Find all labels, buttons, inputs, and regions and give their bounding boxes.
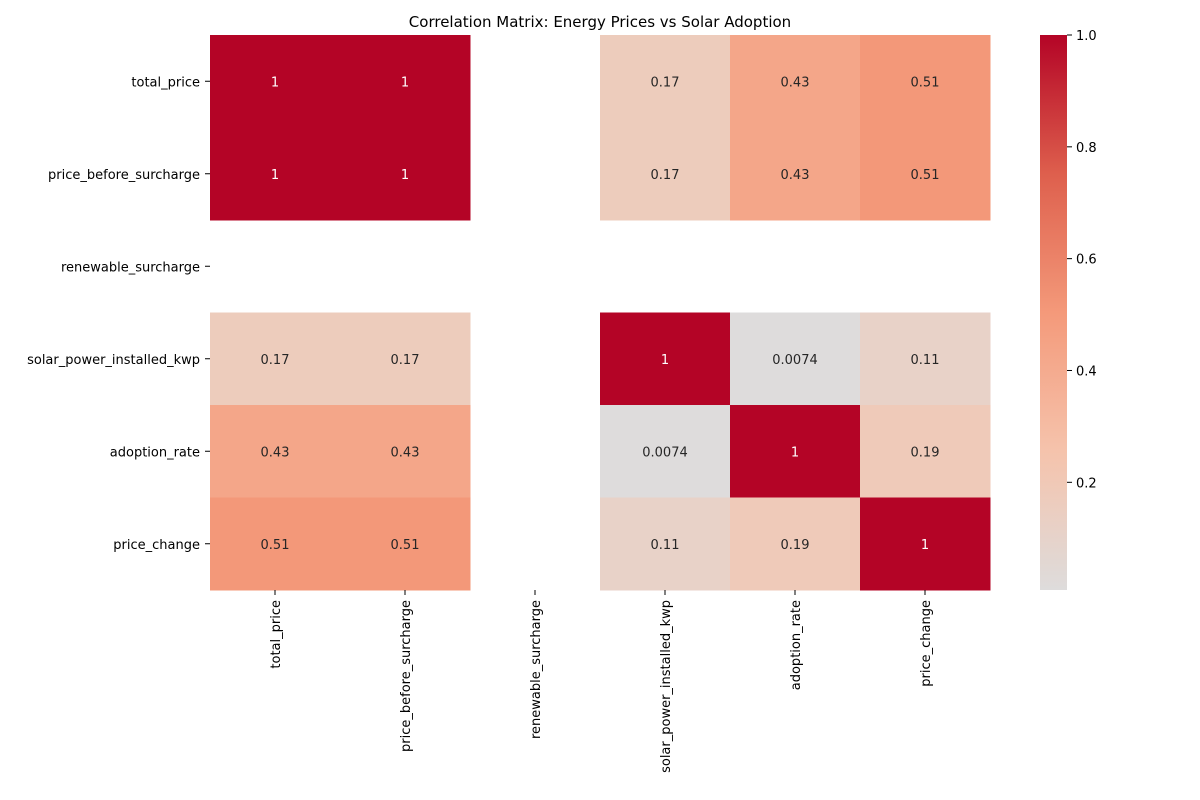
cell-value-label: 1	[921, 538, 929, 553]
y-tick-label: solar_power_installed_kwp	[27, 353, 200, 368]
cell-value-label: 0.17	[261, 353, 290, 368]
heatmap-cell	[340, 127, 471, 221]
heatmap-cell	[730, 127, 861, 221]
y-tick-label: renewable_surcharge	[61, 260, 200, 275]
heatmap-cell	[340, 312, 471, 406]
heatmap-cell	[730, 35, 861, 128]
cell-value-label: 1	[271, 75, 279, 90]
y-tick-label: total_price	[131, 75, 200, 90]
x-tick-label: solar_power_installed_kwp	[659, 600, 674, 773]
colorbar-tick-label: 0.4	[1076, 364, 1097, 379]
cell-value-label: 1	[791, 445, 799, 460]
x-tick-label: total_price	[269, 600, 284, 669]
colorbar-gradient	[1040, 35, 1067, 590]
heatmap-cell	[210, 497, 341, 591]
heatmap-cell	[860, 35, 991, 128]
cell-value-label: 0.51	[911, 168, 940, 183]
cell-value-label: 1	[661, 353, 669, 368]
y-tick-label: adoption_rate	[110, 445, 200, 460]
heatmap-cell	[860, 405, 991, 498]
colorbar-tick-label: 1.0	[1076, 29, 1097, 44]
cell-value-label: 1	[401, 75, 409, 90]
cell-value-label: 0.43	[781, 168, 810, 183]
cell-value-label: 0.11	[651, 538, 680, 553]
heatmap-cell	[860, 312, 991, 406]
chart-title: Correlation Matrix: Energy Prices vs Sol…	[409, 13, 791, 31]
heatmap-cell	[340, 405, 471, 498]
heatmap-cell	[600, 497, 731, 591]
colorbar: 0.2 0.4 0.6 0.8 1.0	[1040, 29, 1097, 590]
colorbar-tick-label: 0.2	[1076, 476, 1097, 491]
x-axis: total_price price_before_surcharge renewab…	[269, 590, 934, 773]
colorbar-tick-label: 0.8	[1076, 141, 1097, 156]
heatmap-cell	[730, 497, 861, 591]
cell-value-label: 0.11	[911, 353, 940, 368]
cell-value-label: 1	[401, 168, 409, 183]
cell-value-label: 0.17	[651, 168, 680, 183]
heatmap-cell	[860, 497, 991, 591]
heatmap-cell	[210, 127, 341, 221]
y-axis: total_price price_before_surchargerenewab…	[27, 75, 210, 553]
heatmap-cell	[340, 35, 471, 128]
cell-value-label: 0.43	[781, 75, 810, 90]
heatmap-cell	[210, 312, 341, 406]
cell-value-label: 0.19	[911, 445, 940, 460]
heatmap-cell	[600, 312, 731, 406]
cell-value-label: 0.17	[391, 353, 420, 368]
x-tick-label: price_before_surcharge	[399, 600, 414, 752]
cell-value-label: 0.0074	[642, 445, 688, 460]
heatmap-cell	[210, 35, 341, 128]
cell-value-label: 0.19	[781, 538, 810, 553]
heatmap-cell	[600, 35, 731, 128]
heatmap-cell	[730, 405, 861, 498]
x-tick-label: renewable_surcharge	[529, 600, 544, 739]
x-tick-label: adoption_rate	[789, 600, 804, 690]
heatmap-cell	[600, 405, 731, 498]
cell-value-label: 1	[271, 168, 279, 183]
cell-annotations: 1 1 0.17 0.43 0.51 1 1 0.17 0.43 0.51 0.17 0.17 1 0.0…	[261, 75, 940, 553]
heatmap-cell	[730, 312, 861, 406]
y-tick-label: price_before_surcharge	[48, 168, 200, 183]
heatmap-cell	[210, 405, 341, 498]
cell-value-label: 0.43	[261, 445, 290, 460]
cell-value-label: 0.51	[261, 538, 290, 553]
colorbar-tick-label: 0.6	[1076, 253, 1097, 268]
y-tick-label: price_change	[113, 538, 200, 553]
heatmap-cell	[600, 127, 731, 221]
cell-value-label: 0.17	[651, 75, 680, 90]
heatmap-cell	[860, 127, 991, 221]
cell-value-label: 0.51	[391, 538, 420, 553]
x-tick-label: price_change	[919, 600, 934, 687]
cell-value-label: 0.43	[391, 445, 420, 460]
heatmap-cells	[210, 35, 991, 591]
cell-value-label: 0.0074	[772, 353, 818, 368]
heatmap-cell	[340, 497, 471, 591]
cell-value-label: 0.51	[911, 75, 940, 90]
